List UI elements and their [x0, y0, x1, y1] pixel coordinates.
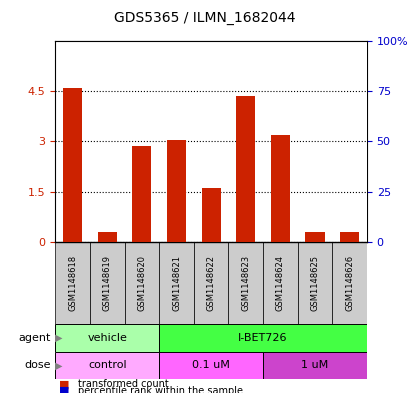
- Text: GSM1148619: GSM1148619: [103, 255, 112, 311]
- Text: GSM1148622: GSM1148622: [206, 255, 215, 311]
- Point: [173, 122, 180, 129]
- Bar: [159, 352, 263, 379]
- Bar: [270, 135, 289, 242]
- Text: GSM1148621: GSM1148621: [172, 255, 181, 311]
- Bar: [236, 96, 255, 242]
- Bar: [332, 242, 366, 324]
- Bar: [263, 242, 297, 324]
- Text: GSM1148624: GSM1148624: [275, 255, 284, 311]
- Text: GSM1148623: GSM1148623: [240, 255, 249, 311]
- Bar: [159, 324, 366, 352]
- Text: I-BET726: I-BET726: [238, 333, 287, 343]
- Bar: [339, 231, 358, 242]
- Bar: [201, 188, 220, 242]
- Bar: [55, 352, 159, 379]
- Bar: [132, 147, 151, 242]
- Bar: [124, 242, 159, 324]
- Bar: [55, 324, 159, 352]
- Point: [311, 158, 317, 165]
- Text: 0.1 uM: 0.1 uM: [192, 360, 229, 371]
- Point: [346, 158, 352, 165]
- Bar: [263, 352, 366, 379]
- Bar: [55, 242, 90, 324]
- Text: dose: dose: [25, 360, 51, 371]
- Bar: [305, 231, 324, 242]
- Text: transformed count: transformed count: [78, 379, 168, 389]
- Bar: [97, 231, 117, 242]
- Text: 1 uM: 1 uM: [301, 360, 328, 371]
- Text: ■: ■: [59, 386, 70, 393]
- Bar: [159, 242, 193, 324]
- Bar: [228, 242, 263, 324]
- Bar: [166, 140, 186, 242]
- Text: GSM1148620: GSM1148620: [137, 255, 146, 311]
- Point: [242, 124, 248, 130]
- Bar: [63, 88, 82, 242]
- Point: [276, 128, 283, 134]
- Text: GDS5365 / ILMN_1682044: GDS5365 / ILMN_1682044: [114, 11, 295, 25]
- Point: [138, 132, 145, 139]
- Point: [207, 136, 214, 143]
- Text: ■: ■: [59, 379, 70, 389]
- Point: [69, 102, 76, 108]
- Text: ▶: ▶: [54, 333, 62, 343]
- Point: [104, 178, 110, 185]
- Text: GSM1148626: GSM1148626: [344, 255, 353, 311]
- Text: vehicle: vehicle: [87, 333, 127, 343]
- Bar: [297, 242, 332, 324]
- Text: GSM1148618: GSM1148618: [68, 255, 77, 311]
- Text: percentile rank within the sample: percentile rank within the sample: [78, 386, 242, 393]
- Text: agent: agent: [19, 333, 51, 343]
- Text: control: control: [88, 360, 126, 371]
- Text: GSM1148625: GSM1148625: [310, 255, 319, 311]
- Bar: [193, 242, 228, 324]
- Text: ▶: ▶: [54, 360, 62, 371]
- Bar: [90, 242, 124, 324]
